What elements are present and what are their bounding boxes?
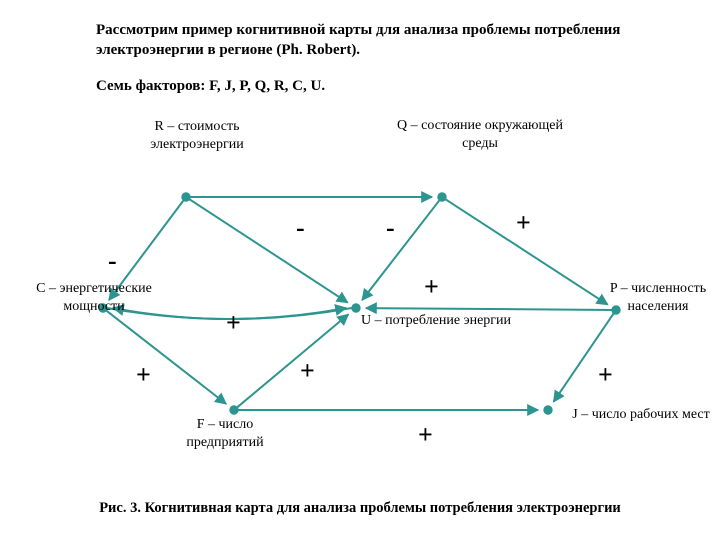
- edge-sign-1: -: [386, 215, 395, 241]
- edge-sign-5: +: [226, 310, 241, 336]
- node-label-U: U – потребление энергии: [326, 312, 546, 330]
- edge-sign-8: +: [418, 422, 433, 448]
- heading-text: Рассмотрим пример когнитивной карты для …: [96, 20, 636, 61]
- node-F: [230, 406, 238, 414]
- node-J: [544, 406, 552, 414]
- node-label-F: F – число предприятий: [160, 416, 290, 451]
- edge-sign-9: +: [598, 362, 613, 388]
- node-label-J: J – число рабочих мест: [566, 406, 716, 424]
- node-Q: [438, 193, 446, 201]
- diagram-page: Рассмотрим пример когнитивной карты для …: [0, 0, 720, 540]
- edge-P-U: [366, 308, 612, 310]
- node-U: [352, 304, 360, 312]
- edge-sign-4: +: [424, 274, 439, 300]
- edge-sign-7: +: [300, 358, 315, 384]
- node-label-R: R – стоимость электроэнергии: [122, 118, 272, 153]
- node-label-P: P – численность населения: [598, 280, 718, 315]
- edge-sign-2: -: [108, 248, 117, 274]
- node-label-C: C – энергетические мощности: [14, 280, 174, 315]
- factors-line: Семь факторов: F, J, P, Q, R, C, U.: [96, 78, 636, 95]
- node-R: [182, 193, 190, 201]
- edge-C-F: [106, 311, 226, 404]
- edge-sign-3: +: [516, 210, 531, 236]
- edge-sign-6: +: [136, 362, 151, 388]
- node-label-Q: Q – состояние окружающей среды: [390, 117, 570, 152]
- edge-sign-0: -: [296, 215, 305, 241]
- edge-R-U: [190, 199, 348, 302]
- figure-caption: Рис. 3. Когнитивная карта для анализа пр…: [0, 499, 720, 518]
